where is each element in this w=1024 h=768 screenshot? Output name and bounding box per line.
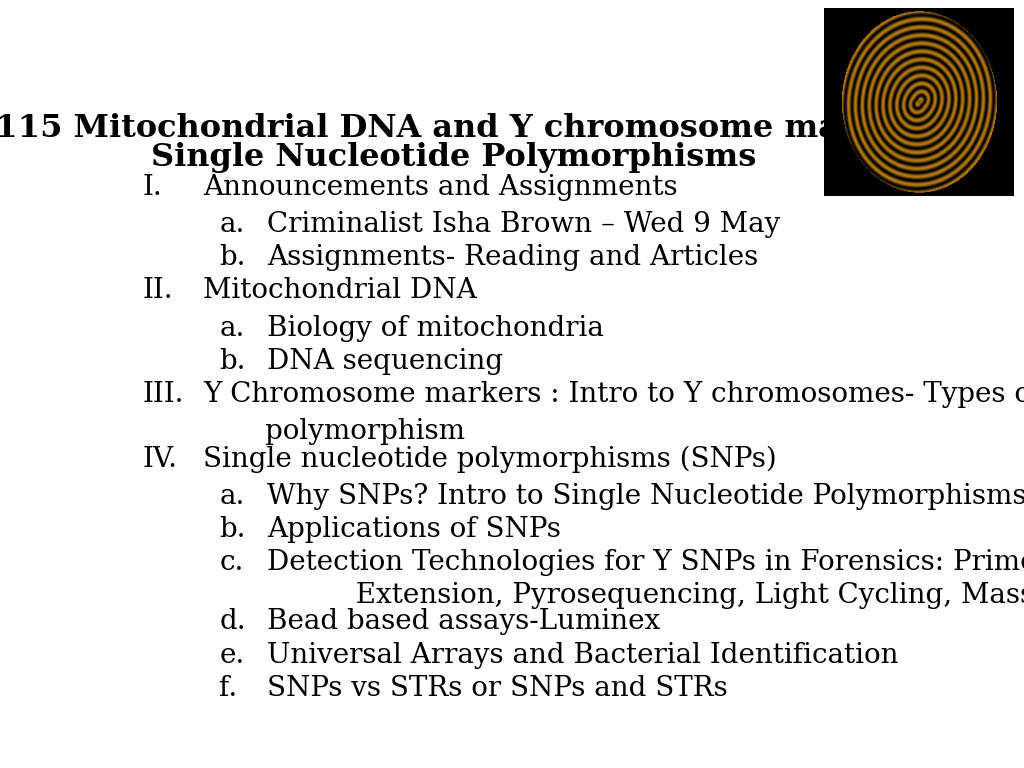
Text: b.: b. bbox=[219, 516, 246, 543]
Text: Mitochondrial DNA: Mitochondrial DNA bbox=[204, 277, 477, 304]
Text: Y Chromosome markers : Intro to Y chromosomes- Types of Y: Y Chromosome markers : Intro to Y chromo… bbox=[204, 381, 1024, 408]
Text: c.: c. bbox=[219, 549, 244, 576]
Text: Assignments- Reading and Articles: Assignments- Reading and Articles bbox=[267, 244, 758, 271]
Text: SNPs vs STRs or SNPs and STRs: SNPs vs STRs or SNPs and STRs bbox=[267, 674, 728, 702]
Text: Announcements and Assignments: Announcements and Assignments bbox=[204, 174, 678, 200]
Text: Extension, Pyrosequencing, Light Cycling, Mass Spec: Extension, Pyrosequencing, Light Cycling… bbox=[267, 582, 1024, 609]
Text: Single Nucleotide Polymorphisms: Single Nucleotide Polymorphisms bbox=[151, 142, 756, 174]
Text: a.: a. bbox=[219, 315, 245, 342]
Text: I.: I. bbox=[142, 174, 162, 200]
Text: Biology of mitochondria: Biology of mitochondria bbox=[267, 315, 604, 342]
Text: II.: II. bbox=[142, 277, 173, 304]
Text: Universal Arrays and Bacterial Identification: Universal Arrays and Bacterial Identific… bbox=[267, 641, 898, 668]
Text: Detection Technologies for Y SNPs in Forensics: Primer: Detection Technologies for Y SNPs in For… bbox=[267, 549, 1024, 576]
Text: Applications of SNPs: Applications of SNPs bbox=[267, 516, 561, 543]
Text: a.: a. bbox=[219, 211, 245, 238]
Text: e.: e. bbox=[219, 641, 245, 668]
Text: Single nucleotide polymorphisms (SNPs): Single nucleotide polymorphisms (SNPs) bbox=[204, 445, 777, 473]
Text: JS 115 Mitochondrial DNA and Y chromosome markers –: JS 115 Mitochondrial DNA and Y chromosom… bbox=[0, 113, 961, 144]
Text: Criminalist Isha Brown – Wed 9 May: Criminalist Isha Brown – Wed 9 May bbox=[267, 211, 780, 238]
Text: DNA sequencing: DNA sequencing bbox=[267, 348, 503, 375]
Text: Bead based assays-Luminex: Bead based assays-Luminex bbox=[267, 608, 660, 635]
Text: d.: d. bbox=[219, 608, 246, 635]
Text: f.: f. bbox=[219, 674, 238, 702]
Text: IV.: IV. bbox=[142, 445, 177, 473]
Text: b.: b. bbox=[219, 348, 246, 375]
Text: a.: a. bbox=[219, 483, 245, 510]
Text: polymorphism: polymorphism bbox=[204, 418, 465, 445]
Text: b.: b. bbox=[219, 244, 246, 271]
Text: Why SNPs? Intro to Single Nucleotide Polymorphisms (SNPS): Why SNPs? Intro to Single Nucleotide Pol… bbox=[267, 483, 1024, 511]
Text: III.: III. bbox=[142, 381, 183, 408]
